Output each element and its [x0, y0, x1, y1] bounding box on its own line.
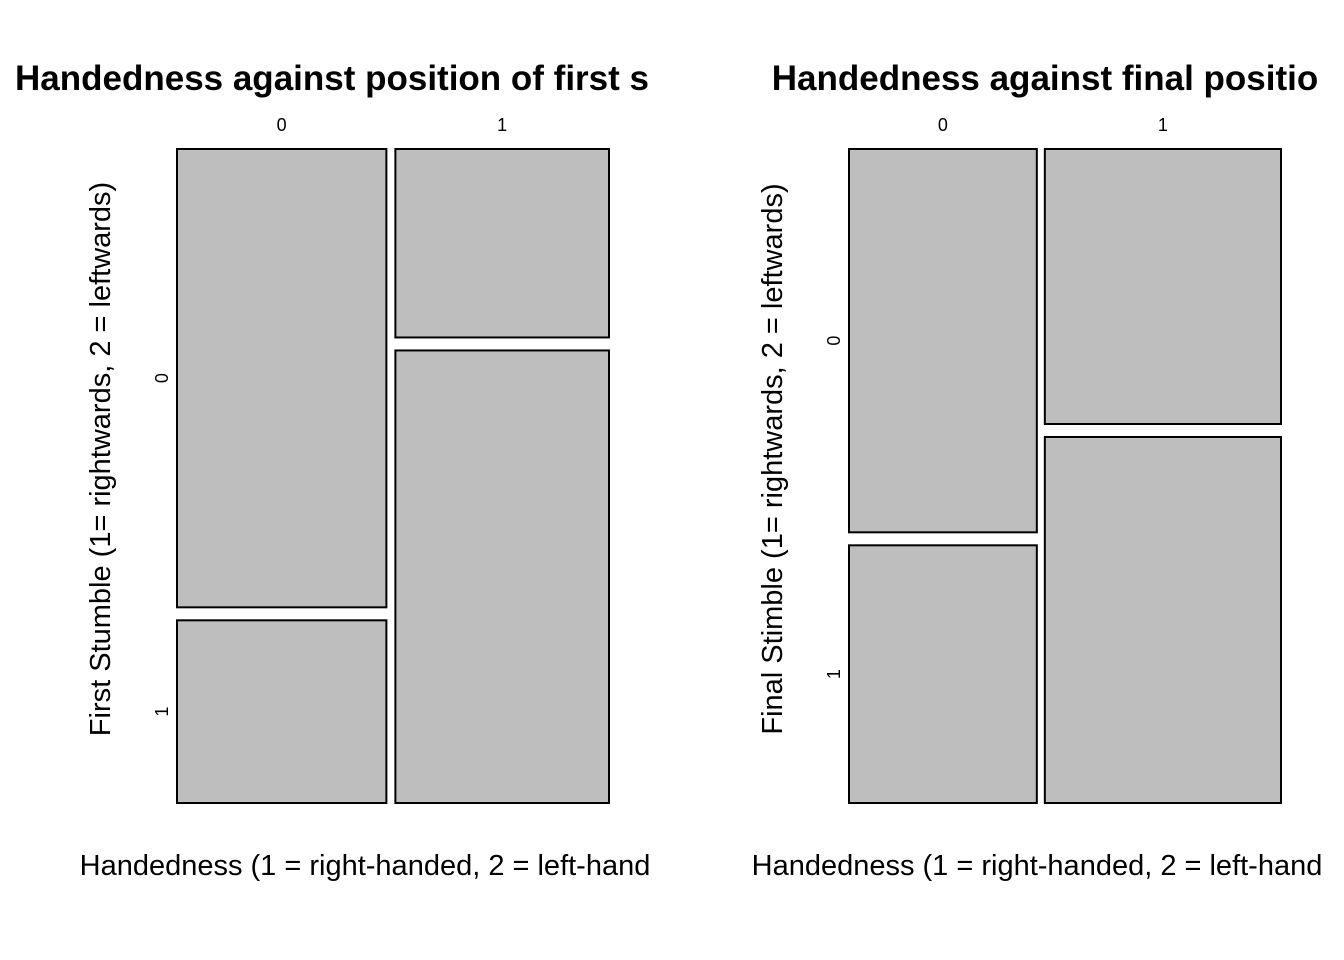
y-tick-label: 1	[152, 707, 172, 717]
x-tick-label: 1	[497, 115, 507, 135]
mosaic-tile-x1-y0	[1043, 148, 1283, 425]
x-axis-label: Handedness (1 = right-handed, 2 = left-h…	[80, 850, 651, 882]
mosaic-tile-x1-y1	[394, 349, 611, 804]
chart-title: Handedness against position of first s	[15, 59, 649, 98]
mosaic-tile-x0-y1	[176, 619, 388, 804]
chart-title: Handedness against final positio	[772, 59, 1318, 98]
mosaic-tile-x0-y1	[848, 544, 1038, 804]
mosaic-tile-x0-y0	[176, 148, 388, 609]
mosaic-tile-x1-y1	[1043, 435, 1283, 804]
x-axis-label: Handedness (1 = right-handed, 2 = left-h…	[752, 850, 1323, 882]
mosaic-panel-0: Handedness against position of first s Ha…	[15, 59, 650, 882]
y-tick-label: 0	[152, 373, 172, 383]
x-tick-label: 0	[938, 115, 948, 135]
y-tick-label: 0	[824, 336, 844, 346]
mosaic-tile-x1-y0	[394, 148, 611, 339]
x-tick-label: 0	[277, 115, 287, 135]
mosaic-tile-x0-y0	[848, 148, 1038, 534]
mosaic-panel-1: Handedness against final positio Handedne…	[752, 59, 1323, 882]
x-tick-label: 1	[1158, 115, 1168, 135]
y-tick-label: 1	[824, 669, 844, 679]
y-axis-label: Final Stimble (1= rightwards, 2 = leftwa…	[757, 183, 789, 734]
y-axis-label: First Stumble (1= rightwards, 2 = leftwa…	[85, 182, 117, 736]
